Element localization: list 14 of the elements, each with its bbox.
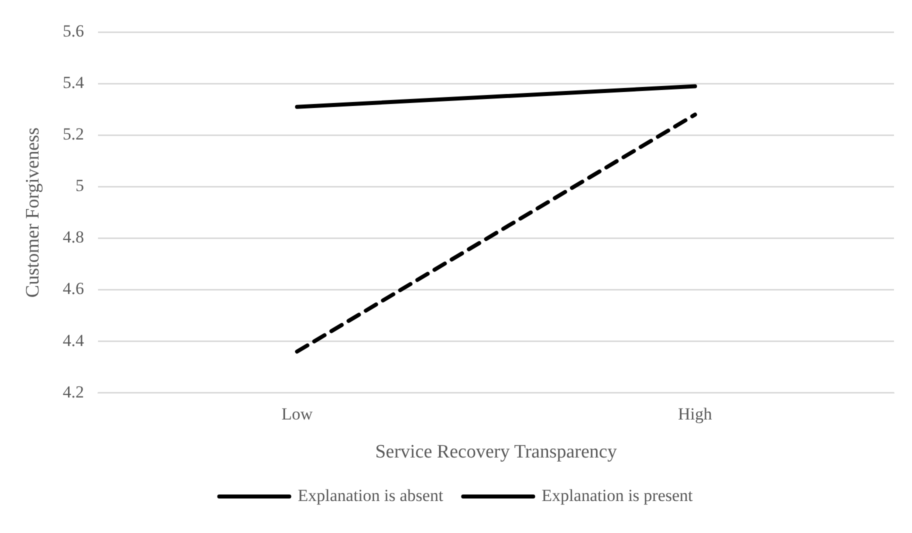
y-tick-label: 4.4 (62, 330, 85, 350)
y-tick-label: 5.4 (62, 73, 85, 92)
x-tick-label: Low (281, 404, 314, 424)
y-tick-label: 4.6 (62, 279, 84, 298)
legend-label: Explanation is absent (298, 486, 444, 505)
y-tick-label: 5 (76, 176, 84, 196)
legend-label: Explanation is present (542, 486, 694, 505)
x-axis-title: Service Recovery Transparency (375, 442, 618, 463)
x-tick-label: High (678, 404, 713, 424)
y-tick-label: 4.2 (62, 382, 84, 402)
y-tick-label: 4.8 (62, 228, 84, 247)
y-tick-label: 5.2 (62, 124, 84, 144)
y-tick-label: 5.6 (62, 22, 84, 41)
y-axis-title: Customer Forgiveness (22, 127, 44, 298)
